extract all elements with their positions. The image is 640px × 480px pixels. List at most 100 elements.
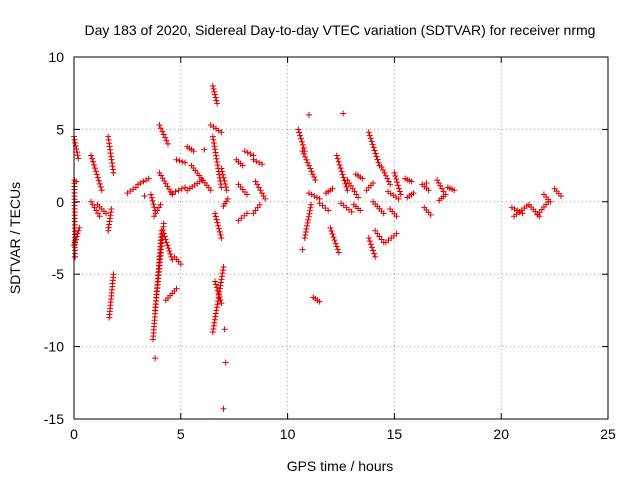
data-point xyxy=(212,281,219,288)
data-point xyxy=(92,168,99,175)
data-point-outlier xyxy=(72,253,79,260)
data-point xyxy=(336,161,343,168)
data-point xyxy=(162,236,169,243)
data-point xyxy=(393,213,400,220)
data-point xyxy=(296,129,303,136)
data-point xyxy=(365,235,372,241)
data-point xyxy=(305,190,312,197)
data-point xyxy=(179,158,186,165)
data-point xyxy=(74,149,81,156)
data-point xyxy=(108,206,115,213)
data-point xyxy=(213,304,220,311)
data-point xyxy=(214,100,221,107)
data-point xyxy=(215,222,222,229)
data-point xyxy=(169,190,176,197)
data-point xyxy=(366,132,373,139)
chart-title: Day 183 of 2020, Sidereal Day-to-day VTE… xyxy=(85,22,596,38)
data-point xyxy=(298,138,305,145)
data-point xyxy=(306,210,313,217)
data-point xyxy=(370,144,377,151)
data-point xyxy=(302,228,309,235)
data-point xyxy=(392,172,399,179)
data-point xyxy=(110,271,117,278)
data-point xyxy=(216,228,223,235)
data-point xyxy=(140,178,147,185)
data-point-outlier xyxy=(299,246,306,253)
data-point xyxy=(214,219,221,226)
data-point-outlier xyxy=(305,111,312,118)
data-point xyxy=(209,82,216,89)
data-point xyxy=(218,165,225,172)
data-point xyxy=(256,201,263,208)
data-point xyxy=(160,230,167,237)
data-point xyxy=(355,194,362,201)
data-point xyxy=(218,129,225,136)
data-point xyxy=(378,164,385,171)
data-point xyxy=(394,179,401,186)
data-point xyxy=(212,94,219,101)
data-point xyxy=(397,191,404,198)
data-point xyxy=(93,171,100,178)
data-point xyxy=(343,184,350,191)
data-point xyxy=(330,234,337,241)
data-point xyxy=(369,141,376,148)
data-point xyxy=(408,178,415,185)
data-point xyxy=(215,225,222,232)
y-tick-label: -5 xyxy=(52,266,65,282)
data-point xyxy=(150,201,157,208)
data-point xyxy=(212,310,219,317)
data-point xyxy=(213,307,220,314)
data-point xyxy=(395,195,402,202)
data-point xyxy=(90,158,97,165)
data-point xyxy=(218,300,225,307)
data-point xyxy=(88,152,95,159)
data-point xyxy=(173,156,180,163)
y-tick-label: -10 xyxy=(44,339,64,355)
data-point xyxy=(217,231,224,238)
data-point xyxy=(214,287,221,294)
data-point xyxy=(145,175,152,182)
data-point xyxy=(307,204,314,211)
data-point xyxy=(209,329,216,336)
data-point xyxy=(157,201,164,208)
data-point xyxy=(94,174,101,181)
data-point xyxy=(367,241,374,248)
data-point xyxy=(213,216,220,223)
data-points xyxy=(71,82,565,412)
data-point xyxy=(348,208,355,215)
data-point xyxy=(374,156,381,163)
data-point xyxy=(211,210,218,217)
data-point-outlier xyxy=(152,355,159,362)
data-point xyxy=(370,179,377,186)
data-point xyxy=(311,174,318,181)
data-point xyxy=(382,172,389,179)
data-point xyxy=(211,91,218,98)
data-point xyxy=(217,279,224,286)
data-point xyxy=(393,176,400,183)
data-point xyxy=(333,152,340,159)
data-point xyxy=(211,146,218,153)
data-point-outlier xyxy=(141,193,148,200)
data-point xyxy=(335,158,342,165)
data-point xyxy=(135,181,142,188)
data-point xyxy=(367,135,374,142)
data-point xyxy=(244,210,251,217)
data-point xyxy=(371,147,378,154)
data-point xyxy=(306,207,313,214)
data-point xyxy=(395,182,402,189)
data-point xyxy=(212,149,219,156)
data-point xyxy=(218,273,225,280)
x-tick-label: 10 xyxy=(280,426,296,442)
data-point xyxy=(222,184,229,191)
data-point xyxy=(217,297,224,304)
data-point xyxy=(312,177,319,184)
data-point-outlier xyxy=(222,359,229,366)
data-point xyxy=(75,155,82,162)
plot-frame xyxy=(73,56,609,420)
data-point xyxy=(147,191,154,198)
data-point xyxy=(305,213,312,220)
y-tick-label: 5 xyxy=(56,121,64,137)
data-point xyxy=(103,210,110,217)
data-point xyxy=(175,187,182,194)
data-point xyxy=(159,128,166,135)
